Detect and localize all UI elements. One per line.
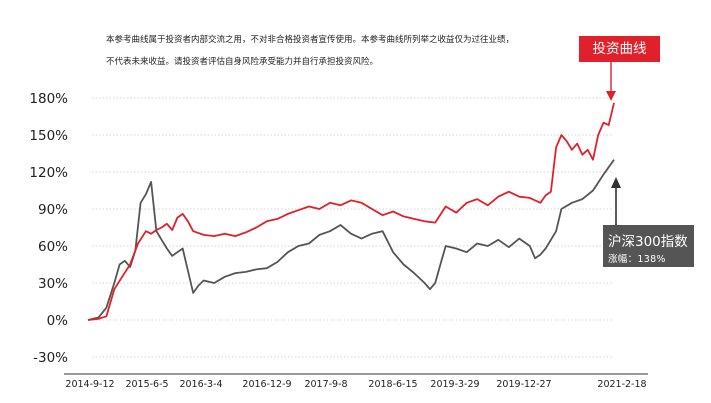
x-tick-label: 2018-6-15	[368, 379, 417, 390]
investment-curve-callout: 投资曲线	[579, 36, 660, 62]
x-tick-label: 2016-12-9	[242, 379, 291, 390]
index-gain-label: 涨幅：138%	[608, 254, 666, 265]
disclaimer-text: 本参考曲线属于投资者内部交流之用，不对非合格投资者宣传使用。本参考曲线所列举之收…	[106, 29, 576, 73]
index-name-label: 沪深300指数	[608, 234, 688, 250]
x-tick-label: 2016-3-4	[179, 379, 222, 390]
x-tick-label: 2021-2-18	[597, 379, 646, 390]
grid-lines	[64, 97, 648, 375]
disclaimer-line-2: 不代表未来收益。请投资者评估自身风险承受能力并自行承担投资风险。	[106, 57, 379, 67]
callout-arrows	[606, 62, 621, 225]
series-lines	[87, 102, 615, 321]
x-tick-label: 2014-9-12	[65, 379, 114, 390]
red-arrow-head	[606, 91, 616, 101]
x-tick-label: 2017-9-8	[304, 379, 347, 390]
y-tick-label: 150%	[29, 128, 68, 144]
dark-arrow-head	[611, 177, 621, 188]
x-tick-label: 2015-6-5	[125, 379, 168, 390]
x-axis-ticks: 2014-9-12 2015-6-5 2016-3-4 2016-12-9 2017-9…	[65, 379, 646, 390]
y-tick-label: 120%	[29, 165, 68, 181]
y-tick-label: 180%	[29, 91, 68, 107]
index-callout: 沪深300指数 涨幅：138%	[603, 225, 694, 267]
y-tick-label: 60%	[38, 239, 68, 255]
x-tick-label: 2019-3-29	[430, 379, 479, 390]
index-curve-line	[87, 159, 615, 321]
y-tick-label: 30%	[38, 276, 68, 292]
y-tick-label: -30%	[33, 350, 68, 366]
disclaimer-line-1: 本参考曲线属于投资者内部交流之用，不对非合格投资者宣传使用。本参考曲线所列举之收…	[106, 35, 515, 45]
y-tick-label: 90%	[38, 202, 68, 218]
investment-curve-line	[87, 102, 615, 321]
x-tick-label: 2019-12-27	[496, 379, 551, 390]
y-tick-label: 0%	[47, 313, 69, 329]
y-axis-ticks: 180% 150% 120% 90% 60% 30% 0% -30%	[29, 91, 68, 366]
